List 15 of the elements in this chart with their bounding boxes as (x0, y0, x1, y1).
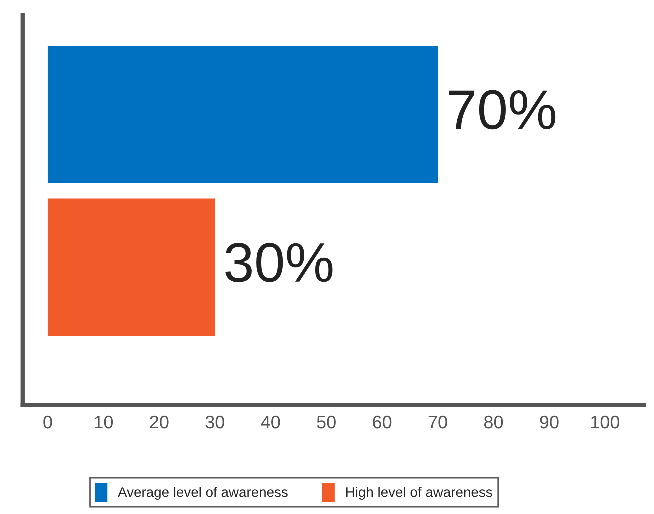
x-tick-label: 80 (484, 416, 504, 429)
x-tick-label: 70 (428, 416, 448, 429)
x-tick-label: 20 (150, 416, 169, 429)
x-tick-label: 30 (206, 416, 224, 429)
x-tick-label: 0 (44, 416, 52, 429)
legend-label: High level of awareness (346, 487, 492, 500)
data-label: 70% (449, 90, 556, 130)
data-label: 30% (226, 243, 333, 282)
x-tick-label: 10 (95, 416, 114, 429)
x-tick-label: 60 (373, 416, 392, 429)
x-tick-label: 100 (592, 416, 620, 429)
x-tick-label: 40 (261, 416, 280, 429)
legend-label: Average level of awareness (118, 487, 288, 500)
x-tick-label: 50 (317, 416, 336, 429)
x-tick-label: 90 (540, 416, 559, 429)
